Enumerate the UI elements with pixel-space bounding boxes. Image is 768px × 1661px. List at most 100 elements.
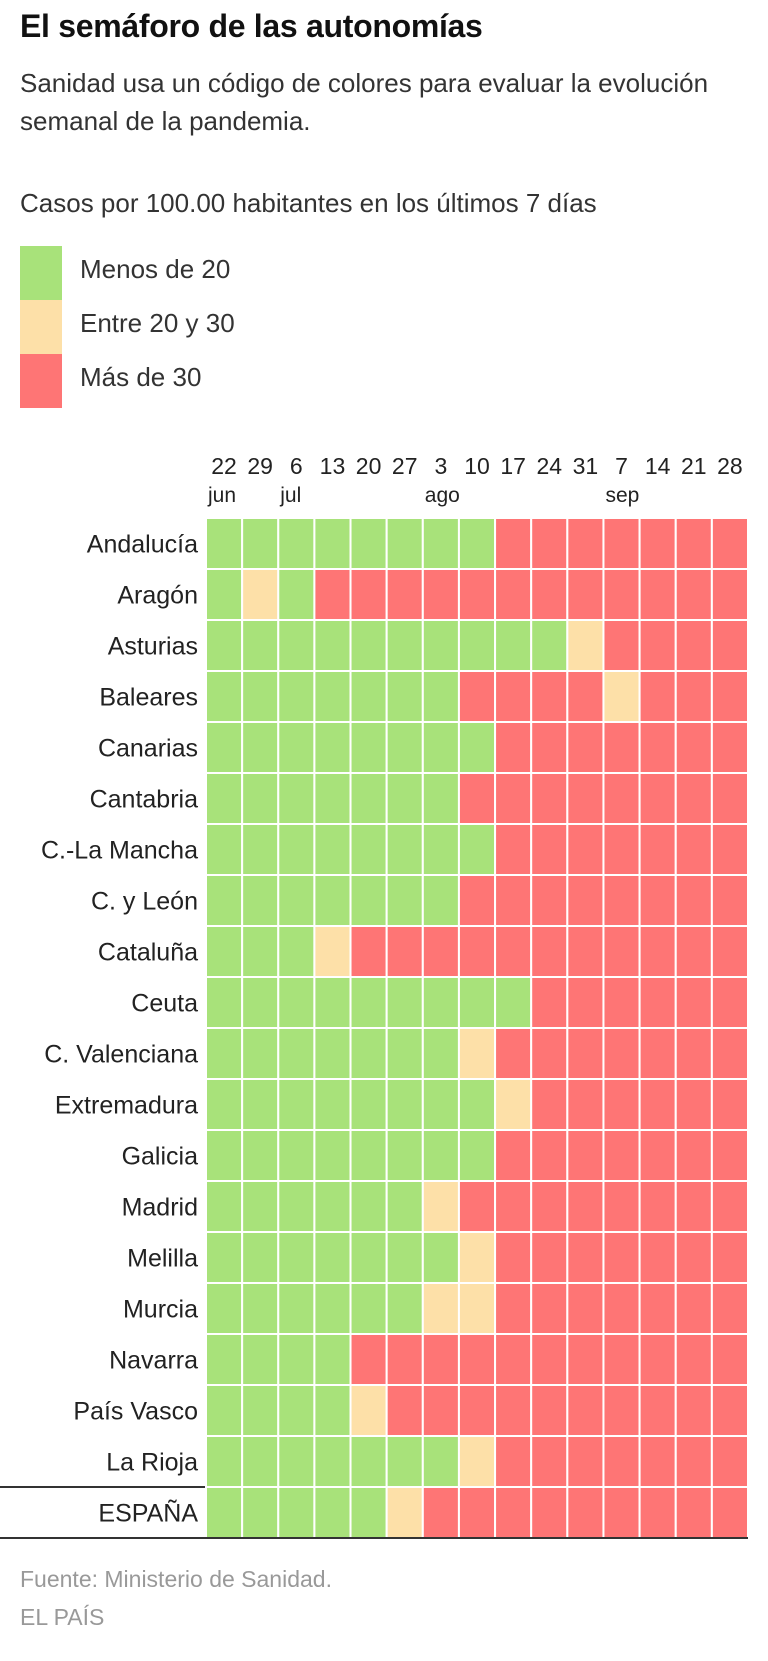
heatmap-cell	[349, 568, 388, 621]
heatmap-cell	[385, 925, 424, 978]
heatmap-cell	[710, 1231, 749, 1284]
heatmap-cell	[602, 568, 641, 621]
heatmap-cell	[530, 976, 569, 1029]
row-label: C. Valenciana	[44, 1041, 198, 1069]
heatmap-cell	[205, 874, 244, 927]
heatmap-cell	[710, 1486, 749, 1539]
heatmap-cell	[277, 1027, 316, 1080]
heatmap-cell	[421, 721, 460, 774]
heatmap-cell	[602, 1078, 641, 1131]
heatmap-cell	[566, 976, 605, 1029]
heatmap-cell	[602, 721, 641, 774]
heatmap-cell	[710, 874, 749, 927]
heatmap-cell	[674, 1078, 713, 1131]
heatmap-cell	[241, 1282, 280, 1335]
heatmap-cell	[494, 721, 533, 774]
heatmap-cell	[313, 1231, 352, 1284]
legend-item-high: Más de 30	[20, 354, 420, 408]
heatmap-cell	[494, 517, 533, 570]
heatmap-cell	[494, 1231, 533, 1284]
heatmap-cell	[674, 772, 713, 825]
heatmap-cell	[241, 772, 280, 825]
row-label: Madrid	[122, 1194, 198, 1222]
heatmap-cell	[457, 1486, 497, 1539]
heatmap-cell	[674, 1384, 713, 1437]
heatmap-cell	[349, 1384, 388, 1437]
heatmap-cell	[457, 1435, 497, 1488]
heatmap-cell	[530, 517, 569, 570]
heatmap-cell	[277, 1129, 316, 1182]
heatmap-cell	[457, 517, 497, 570]
heatmap-cell	[710, 823, 749, 876]
heatmap-cell	[674, 517, 713, 570]
heatmap-cell	[349, 670, 388, 723]
x-tick-label: 24	[536, 453, 562, 479]
heatmap-cell	[602, 1435, 641, 1488]
heatmap-cell	[277, 925, 316, 978]
heatmap-cell	[638, 823, 677, 876]
heatmap-cell	[638, 1282, 677, 1335]
heatmap-cell	[385, 1078, 424, 1131]
heatmap-cell	[674, 925, 713, 978]
heatmap-cell	[494, 1129, 533, 1182]
heatmap-cell	[385, 568, 424, 621]
heatmap-cell	[638, 874, 677, 927]
chart-subtitle: Sanidad usa un código de colores para ev…	[20, 68, 709, 136]
heatmap-cell	[710, 1129, 749, 1182]
heatmap-cell	[494, 619, 533, 672]
heatmap-cell	[241, 823, 280, 876]
heatmap-cell	[674, 1333, 713, 1386]
heatmap-cell	[494, 568, 533, 621]
heatmap-cell	[385, 1282, 424, 1335]
x-tick-label: 22	[211, 453, 237, 479]
heatmap-cell	[530, 568, 569, 621]
heatmap-cell	[205, 1435, 244, 1488]
heatmap-cell	[494, 772, 533, 825]
month-label: jul	[279, 484, 301, 507]
heatmap-cell	[566, 925, 605, 978]
heatmap-cell	[241, 568, 280, 621]
heatmap-cell	[530, 1333, 569, 1386]
heatmap-cell	[457, 925, 497, 978]
heatmap-cell	[277, 568, 316, 621]
heatmap-cell	[530, 1486, 569, 1539]
heatmap-cell	[277, 721, 316, 774]
heatmap-cell	[385, 1027, 424, 1080]
heatmap-cell	[566, 1078, 605, 1131]
legend-label-medium: Entre 20 y 30	[80, 308, 235, 338]
heatmap-cell	[421, 670, 460, 723]
heatmap-cell	[313, 1078, 352, 1131]
heatmap-cell	[421, 772, 460, 825]
legend-swatch-high	[20, 354, 62, 408]
heatmap-cell	[277, 1078, 316, 1131]
brand-name: EL PAÍS	[20, 1604, 105, 1630]
heatmap-cell	[349, 976, 388, 1029]
heatmap-cell	[530, 1180, 569, 1233]
x-tick-label: 31	[573, 453, 599, 479]
heatmap-cell	[494, 925, 533, 978]
heatmap-cell	[457, 721, 497, 774]
heatmap-cell	[205, 823, 244, 876]
heatmap-cell	[494, 670, 533, 723]
heatmap-cell	[385, 874, 424, 927]
heatmap-cell	[674, 874, 713, 927]
legend-title: Casos por 100.00 habitantes en los últim…	[20, 188, 597, 218]
heatmap-cell	[638, 568, 677, 621]
heatmap-cell	[277, 1486, 316, 1539]
heatmap-cell	[205, 568, 244, 621]
heatmap-cell	[205, 1384, 244, 1437]
heatmap-cell	[421, 823, 460, 876]
month-label: jun	[207, 484, 236, 507]
heatmap-cell	[602, 1027, 641, 1080]
heatmap-cell	[710, 670, 749, 723]
heatmap-cell	[566, 721, 605, 774]
heatmap-cell	[566, 568, 605, 621]
heatmap-cell	[638, 619, 677, 672]
row-label: Cataluña	[98, 939, 198, 967]
row-label: Aragón	[117, 582, 198, 610]
heatmap-cell	[566, 1435, 605, 1488]
heatmap-cell	[530, 1129, 569, 1182]
heatmap-cell	[385, 1333, 424, 1386]
heatmap-cell	[349, 619, 388, 672]
heatmap-cell	[638, 1078, 677, 1131]
